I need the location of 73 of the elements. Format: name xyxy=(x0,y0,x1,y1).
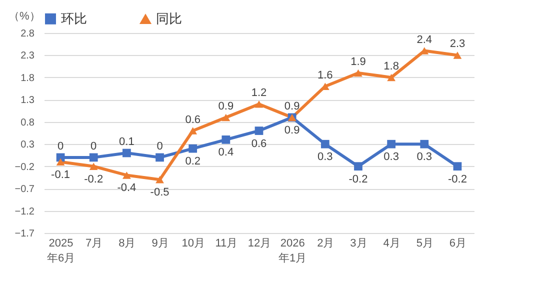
point xyxy=(89,153,98,162)
x-tick-label: 2025 年6月 xyxy=(46,238,76,264)
legend-label: 同比 xyxy=(156,11,182,26)
data-label: 0.3 xyxy=(318,151,333,164)
point xyxy=(222,135,230,144)
point xyxy=(122,172,131,179)
x-tick-label: 10月 xyxy=(182,238,205,250)
point xyxy=(122,148,131,158)
y-tick-label: 2.3 xyxy=(20,50,35,62)
point xyxy=(453,52,462,59)
y-tick-label: −0.2 xyxy=(14,162,35,173)
x-tick-label: 12月 xyxy=(248,238,272,250)
y-tick-label: 2.8 xyxy=(20,28,35,40)
point xyxy=(453,162,462,171)
data-label: 1.8 xyxy=(384,60,399,72)
x-tick-label: 11月 xyxy=(215,238,238,250)
data-label: 0.6 xyxy=(251,138,267,150)
data-label: 1.9 xyxy=(350,56,366,68)
point xyxy=(89,162,98,170)
x-tick-label: 8月 xyxy=(118,238,136,250)
data-label: -0.2 xyxy=(84,173,104,186)
data-label: 0.4 xyxy=(218,146,234,159)
x-tick-label: 3月 xyxy=(350,238,368,250)
data-label: 1.2 xyxy=(251,87,267,100)
point xyxy=(420,140,429,148)
data-label: -0.4 xyxy=(117,182,136,194)
x-tick-label: 7月 xyxy=(86,238,103,250)
data-label: 0 xyxy=(90,140,97,152)
data-label: 0 xyxy=(57,140,64,152)
y-tick-label: 0.8 xyxy=(20,117,35,128)
data-label: -0.2 xyxy=(448,173,467,186)
legend-label: 环比 xyxy=(61,10,87,26)
point xyxy=(188,127,198,134)
data-label: 0.2 xyxy=(185,156,200,168)
data-label: 0.1 xyxy=(119,136,134,148)
point xyxy=(156,176,164,184)
x-tick-label: 6月 xyxy=(449,238,467,250)
point xyxy=(188,144,198,153)
point xyxy=(354,162,362,171)
point xyxy=(222,114,230,122)
data-label: 0.6 xyxy=(185,114,200,126)
x-tick-label: 9月 xyxy=(152,238,169,250)
point xyxy=(56,158,65,166)
data-label: -0.1 xyxy=(51,168,70,181)
point xyxy=(156,153,164,162)
x-tick-label: 4月 xyxy=(383,238,400,250)
data-label: 0.3 xyxy=(384,151,399,164)
y-tick-label: 1.3 xyxy=(20,95,35,106)
data-label: -0.5 xyxy=(150,186,170,199)
x-tick-label: 5月 xyxy=(416,238,434,250)
point xyxy=(320,140,330,148)
y-tick-label: 0.3 xyxy=(20,140,35,151)
data-label: -0.2 xyxy=(348,173,368,186)
y-tick-label: −1.7 xyxy=(14,228,35,240)
data-label: 0.9 xyxy=(284,124,300,136)
data-label: 0.9 xyxy=(218,100,234,112)
point xyxy=(254,100,264,108)
point xyxy=(387,74,396,82)
data-label: 2.3 xyxy=(450,38,466,50)
point xyxy=(254,126,264,135)
y-axis-title: （%） xyxy=(8,10,40,22)
data-label: 0.9 xyxy=(284,100,300,112)
data-label: 0.3 xyxy=(416,151,432,164)
x-tick-label: 2月 xyxy=(317,238,334,250)
point xyxy=(354,69,362,77)
y-tick-label: −1.2 xyxy=(14,206,35,218)
x-tick-label: 2026 年1月 xyxy=(278,238,307,264)
y-tick-label: 1.8 xyxy=(20,72,35,84)
data-label: 2.4 xyxy=(416,34,432,46)
point xyxy=(387,140,396,148)
data-label: 0 xyxy=(156,140,163,152)
y-tick-label: −0.7 xyxy=(14,184,35,196)
data-label: 1.6 xyxy=(318,69,333,82)
